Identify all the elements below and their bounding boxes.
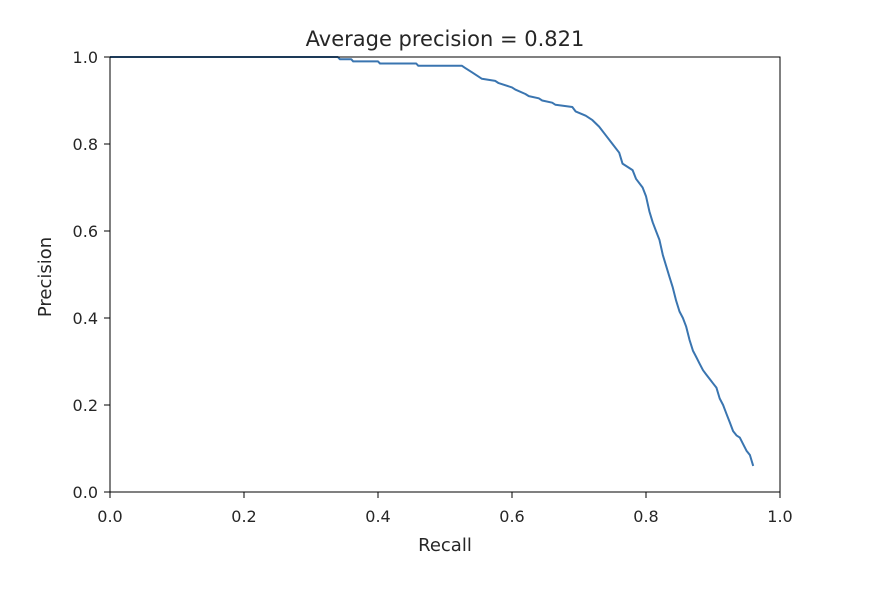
y-tick-label: 0.6 — [73, 222, 98, 241]
y-tick-label: 0.8 — [73, 135, 98, 154]
x-tick-label: 0.2 — [231, 507, 256, 526]
x-tick-label: 0.6 — [499, 507, 524, 526]
series-line — [110, 56, 755, 467]
x-tick-labels: 0.0 0.2 0.4 0.6 0.8 1.0 — [97, 507, 792, 526]
y-axis-title: Precision — [35, 237, 56, 317]
y-tick-label: 0.4 — [73, 309, 98, 328]
x-tick-label: 0.0 — [97, 507, 122, 526]
chart-title: Average precision = 0.821 — [306, 27, 585, 51]
y-tick-label: 0.2 — [73, 396, 98, 415]
x-tick-label: 0.8 — [633, 507, 658, 526]
y-tick-label: 0.0 — [73, 483, 98, 502]
x-tick-label: 1.0 — [767, 507, 792, 526]
y-tick-label: 1.0 — [73, 48, 98, 67]
x-tick-label: 0.4 — [365, 507, 390, 526]
y-tick-labels: 0.0 0.2 0.4 0.6 0.8 1.0 — [73, 48, 98, 502]
axis-ticks — [104, 56, 781, 498]
plot-area-frame — [109, 56, 781, 493]
x-axis-title: Recall — [418, 535, 472, 556]
